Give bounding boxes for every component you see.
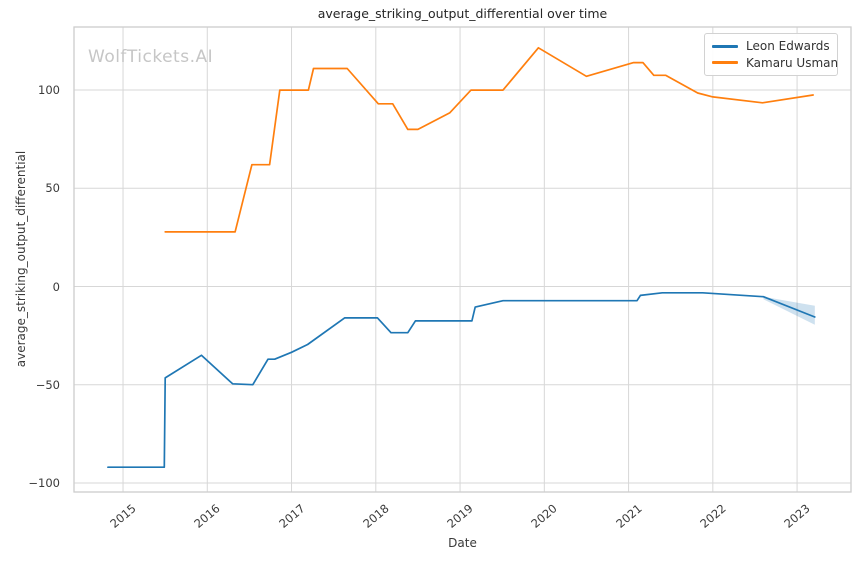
legend-item-kamaru-usman: Kamaru Usman xyxy=(712,56,838,70)
watermark: WolfTickets.AI xyxy=(88,47,214,67)
y-tick-label: 100 xyxy=(38,83,60,98)
plot-border xyxy=(73,26,852,493)
line-kamaru-usman xyxy=(164,46,814,233)
y-tick-label: −50 xyxy=(35,377,60,392)
y-tick-label: −100 xyxy=(28,475,60,490)
chart-title: average_striking_output_differential ove… xyxy=(317,6,608,21)
legend-label: Leon Edwards xyxy=(746,39,830,54)
legend-item-leon-edwards: Leon Edwards xyxy=(712,39,831,53)
line-leon-edwards xyxy=(107,291,816,469)
y-tick-label: 50 xyxy=(45,181,60,196)
x-axis-label: Date xyxy=(448,536,477,550)
legend-line-sample-orange xyxy=(712,61,738,65)
legend: Leon Edwards Kamaru Usman xyxy=(704,33,838,76)
confidence-band xyxy=(763,296,815,325)
legend-line-sample-blue xyxy=(712,44,738,48)
y-axis-label: average_striking_output_differential xyxy=(14,150,28,368)
legend-label: Kamaru Usman xyxy=(746,55,839,70)
y-tick-label: 0 xyxy=(52,279,60,294)
